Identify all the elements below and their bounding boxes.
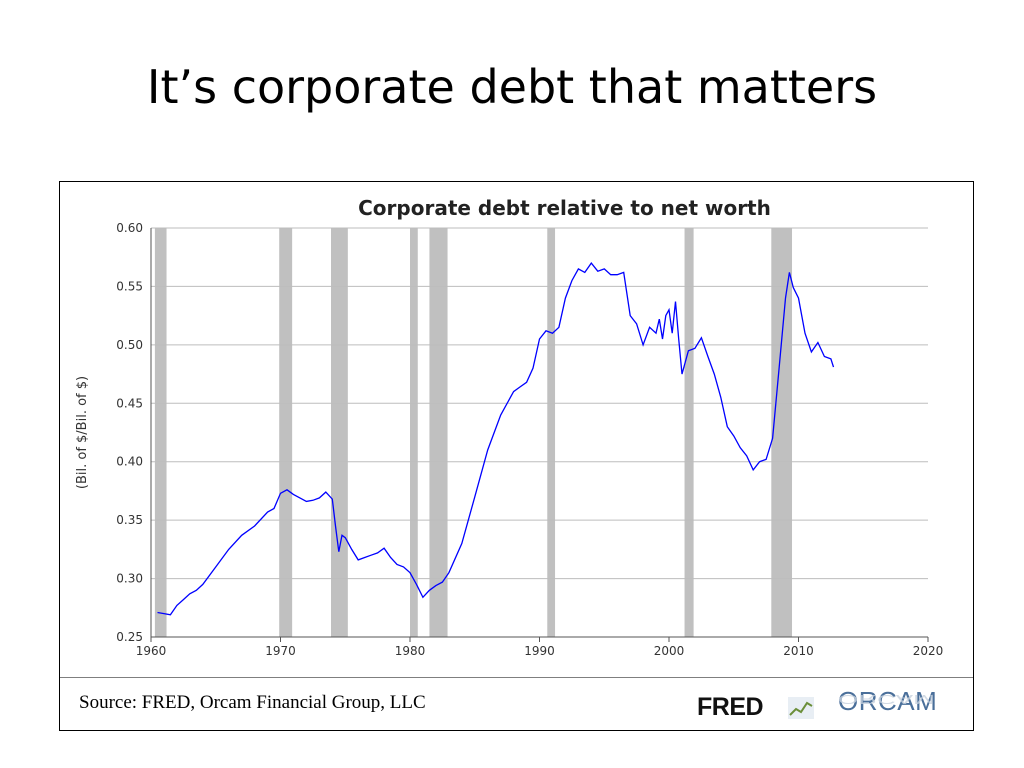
recession-band-6 (684, 228, 694, 637)
y-tick-label: 0.25 (116, 630, 143, 644)
recession-band-5 (547, 228, 556, 637)
x-tick-label: 1970 (265, 644, 296, 658)
fred-logo: FRED (697, 693, 764, 721)
chart-title: Corporate debt relative to net worth (358, 196, 771, 220)
orcam-logo-reflection: ORCAM (838, 692, 935, 707)
y-tick-label: 0.55 (116, 279, 143, 293)
y-tick-label: 0.45 (116, 396, 143, 410)
recession-band-0 (154, 228, 167, 637)
x-tick-label: 1960 (136, 644, 167, 658)
series-line (157, 262, 835, 616)
x-tick-label: 1980 (395, 644, 426, 658)
source-note: Source: FRED, Orcam Financial Group, LLC (79, 692, 426, 713)
fred-chart-icon (788, 697, 814, 719)
recession-band-7 (771, 228, 793, 637)
x-tick-label: 2010 (783, 644, 814, 658)
recession-band-1 (279, 228, 293, 637)
y-tick-label: 0.60 (116, 221, 143, 235)
footer-divider (60, 677, 973, 678)
line-chart: Corporate debt relative to net worth 0.25… (75, 196, 944, 658)
x-tick-label: 2020 (913, 644, 944, 658)
y-tick-label: 0.30 (116, 572, 143, 586)
recession-band-4 (429, 228, 448, 637)
y-axis-label: (Bil. of $/Bil. of $) (75, 376, 90, 489)
orcam-logo: ORCAM (838, 686, 938, 716)
y-tick-label: 0.35 (116, 513, 143, 527)
slide-title: It’s corporate debt that matters (146, 60, 878, 114)
x-tick-label: 2000 (654, 644, 685, 658)
y-tick-label: 0.50 (116, 338, 143, 352)
y-tick-label: 0.40 (116, 455, 143, 469)
x-tick-label: 1990 (524, 644, 555, 658)
recession-band-3 (410, 228, 418, 637)
chart-frame: Corporate debt relative to net worth 0.25… (59, 181, 974, 731)
recession-band-2 (331, 228, 348, 637)
